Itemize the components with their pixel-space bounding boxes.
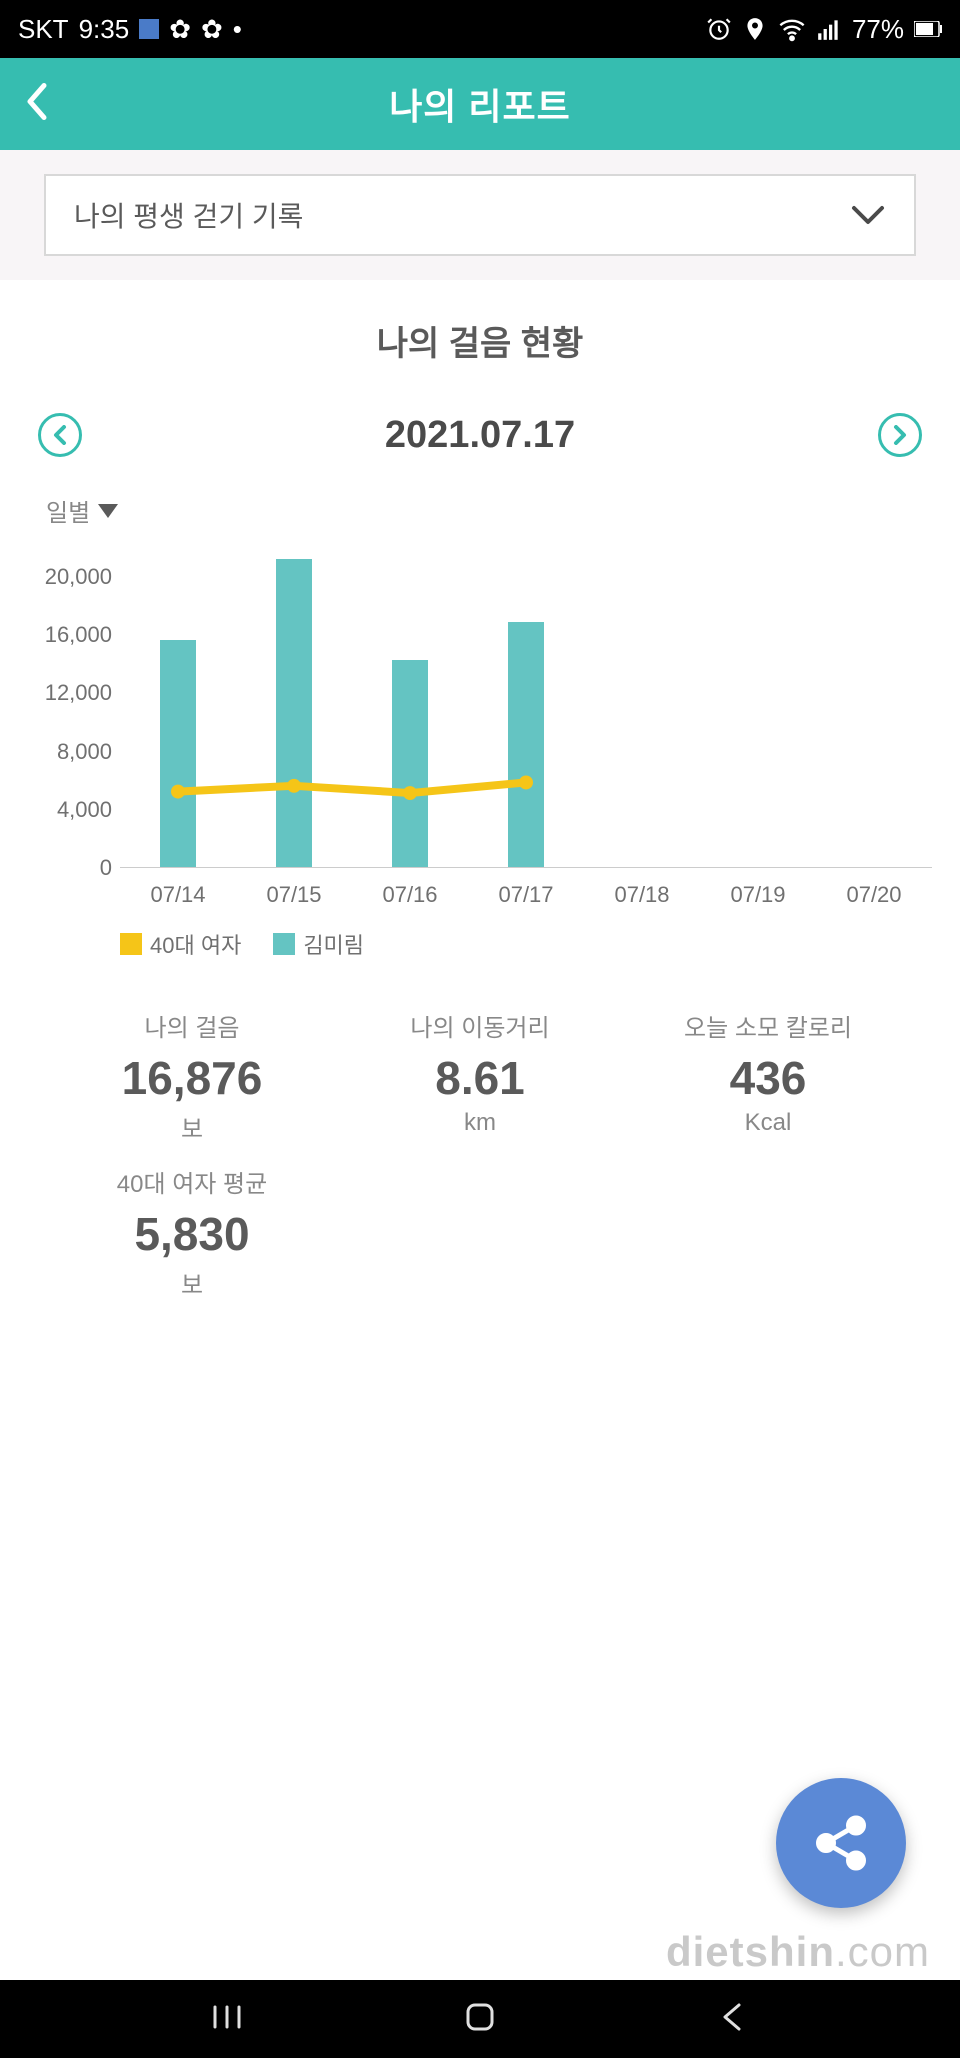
location-icon <box>742 16 768 42</box>
steps-chart: 0 4,000 8,000 12,000 16,000 20,000 07/14 07/15… <box>28 548 932 918</box>
section-title: 나의 걸음 현황 <box>28 316 932 365</box>
legend-swatch <box>120 933 142 955</box>
period-selector[interactable]: 일별 <box>28 493 932 528</box>
x-tick-label: 07/16 <box>382 882 437 908</box>
legend-swatch <box>273 933 295 955</box>
y-axis: 04,0008,00012,00016,00020,000 <box>28 548 120 868</box>
dropdown-label: 나의 평생 걷기 기록 <box>74 195 303 235</box>
y-tick-label: 4,000 <box>57 797 112 823</box>
x-tick-label: 07/18 <box>614 882 669 908</box>
chart-plot <box>120 548 932 868</box>
status-app3-icon: ✿ <box>201 14 223 45</box>
back-button[interactable] <box>24 80 52 129</box>
stat-card: 40대 여자 평균 5,830 보 <box>48 1164 336 1300</box>
legend-label: 40대 여자 <box>150 928 241 960</box>
y-tick-label: 16,000 <box>45 622 112 648</box>
time-label: 9:35 <box>79 14 130 45</box>
stat-value: 5,830 <box>48 1207 336 1261</box>
triangle-down-icon <box>96 502 120 520</box>
watermark-rest: .com <box>835 1928 930 1975</box>
stat-card: 나의 걸음 16,876 보 <box>48 1008 336 1144</box>
y-tick-label: 20,000 <box>45 564 112 590</box>
next-date-button[interactable] <box>878 413 922 457</box>
stat-label: 40대 여자 평균 <box>48 1164 336 1199</box>
stat-unit: 보 <box>48 1109 336 1144</box>
period-label: 일별 <box>46 493 90 528</box>
share-icon <box>811 1813 871 1873</box>
status-app2-icon: ✿ <box>169 14 191 45</box>
stats-grid: 나의 걸음 16,876 보 나의 이동거리 8.61 km 오늘 소모 칼로리 436 Kca… <box>28 1008 932 1300</box>
status-bar: SKT 9:35 ✿ ✿ • 77% <box>0 0 960 58</box>
stat-unit: Kcal <box>624 1109 912 1137</box>
x-tick-label: 07/20 <box>846 882 901 908</box>
line-overlay <box>120 548 932 867</box>
nav-back-button[interactable] <box>713 1997 753 2042</box>
stat-value: 8.61 <box>336 1051 624 1105</box>
prev-date-button[interactable] <box>38 413 82 457</box>
stat-card: 오늘 소모 칼로리 436 Kcal <box>624 1008 912 1144</box>
android-nav-bar <box>0 1980 960 2058</box>
chart-line-marker <box>519 775 533 789</box>
battery-icon <box>914 21 942 37</box>
status-left: SKT 9:35 ✿ ✿ • <box>18 14 242 45</box>
watermark: dietshin.com <box>666 1928 930 1976</box>
stat-value: 16,876 <box>48 1051 336 1105</box>
header-title: 나의 리포트 <box>389 78 571 130</box>
stat-unit: km <box>336 1109 624 1137</box>
x-tick-label: 07/14 <box>150 882 205 908</box>
recent-apps-button[interactable] <box>207 1997 247 2042</box>
content-area: 나의 걸음 현황 2021.07.17 일별 0 4,000 8,000 12,000… <box>0 280 960 1300</box>
date-navigator: 2021.07.17 <box>28 413 932 457</box>
watermark-bold: dietshin <box>666 1928 835 1975</box>
battery-label: 77% <box>852 14 904 45</box>
stat-label: 나의 이동거리 <box>336 1008 624 1043</box>
app-header: 나의 리포트 <box>0 58 960 150</box>
chart-line-marker <box>287 779 301 793</box>
chart-line-marker <box>403 786 417 800</box>
legend-label: 김미림 <box>303 928 364 960</box>
chevron-down-icon <box>850 204 886 226</box>
status-right: 77% <box>706 14 942 45</box>
carrier-label: SKT <box>18 14 69 45</box>
current-date: 2021.07.17 <box>385 414 575 457</box>
y-tick-label: 12,000 <box>45 680 112 706</box>
legend-item: 김미림 <box>273 928 364 960</box>
wifi-icon <box>778 15 806 43</box>
y-tick-label: 0 <box>100 855 112 881</box>
report-type-dropdown[interactable]: 나의 평생 걷기 기록 <box>44 174 916 256</box>
chart-line-marker <box>171 785 185 799</box>
share-button[interactable] <box>776 1778 906 1908</box>
stat-card: 나의 이동거리 8.61 km <box>336 1008 624 1144</box>
stat-label: 오늘 소모 칼로리 <box>624 1008 912 1043</box>
home-button[interactable] <box>460 1997 500 2042</box>
x-tick-label: 07/15 <box>266 882 321 908</box>
chart-line <box>178 782 526 793</box>
signal-icon <box>816 16 842 42</box>
status-app-icon <box>139 19 159 39</box>
x-tick-label: 07/19 <box>730 882 785 908</box>
chart-legend: 40대 여자 김미림 <box>28 928 932 960</box>
y-tick-label: 8,000 <box>57 739 112 765</box>
x-axis: 07/14 07/15 07/16 07/17 07/18 07/19 07/20 <box>120 870 932 918</box>
legend-item: 40대 여자 <box>120 928 241 960</box>
stat-label: 나의 걸음 <box>48 1008 336 1043</box>
x-tick-label: 07/17 <box>498 882 553 908</box>
stat-value: 436 <box>624 1051 912 1105</box>
stat-unit: 보 <box>48 1265 336 1300</box>
status-dot-icon: • <box>233 14 242 45</box>
dropdown-section: 나의 평생 걷기 기록 <box>0 150 960 280</box>
alarm-icon <box>706 16 732 42</box>
